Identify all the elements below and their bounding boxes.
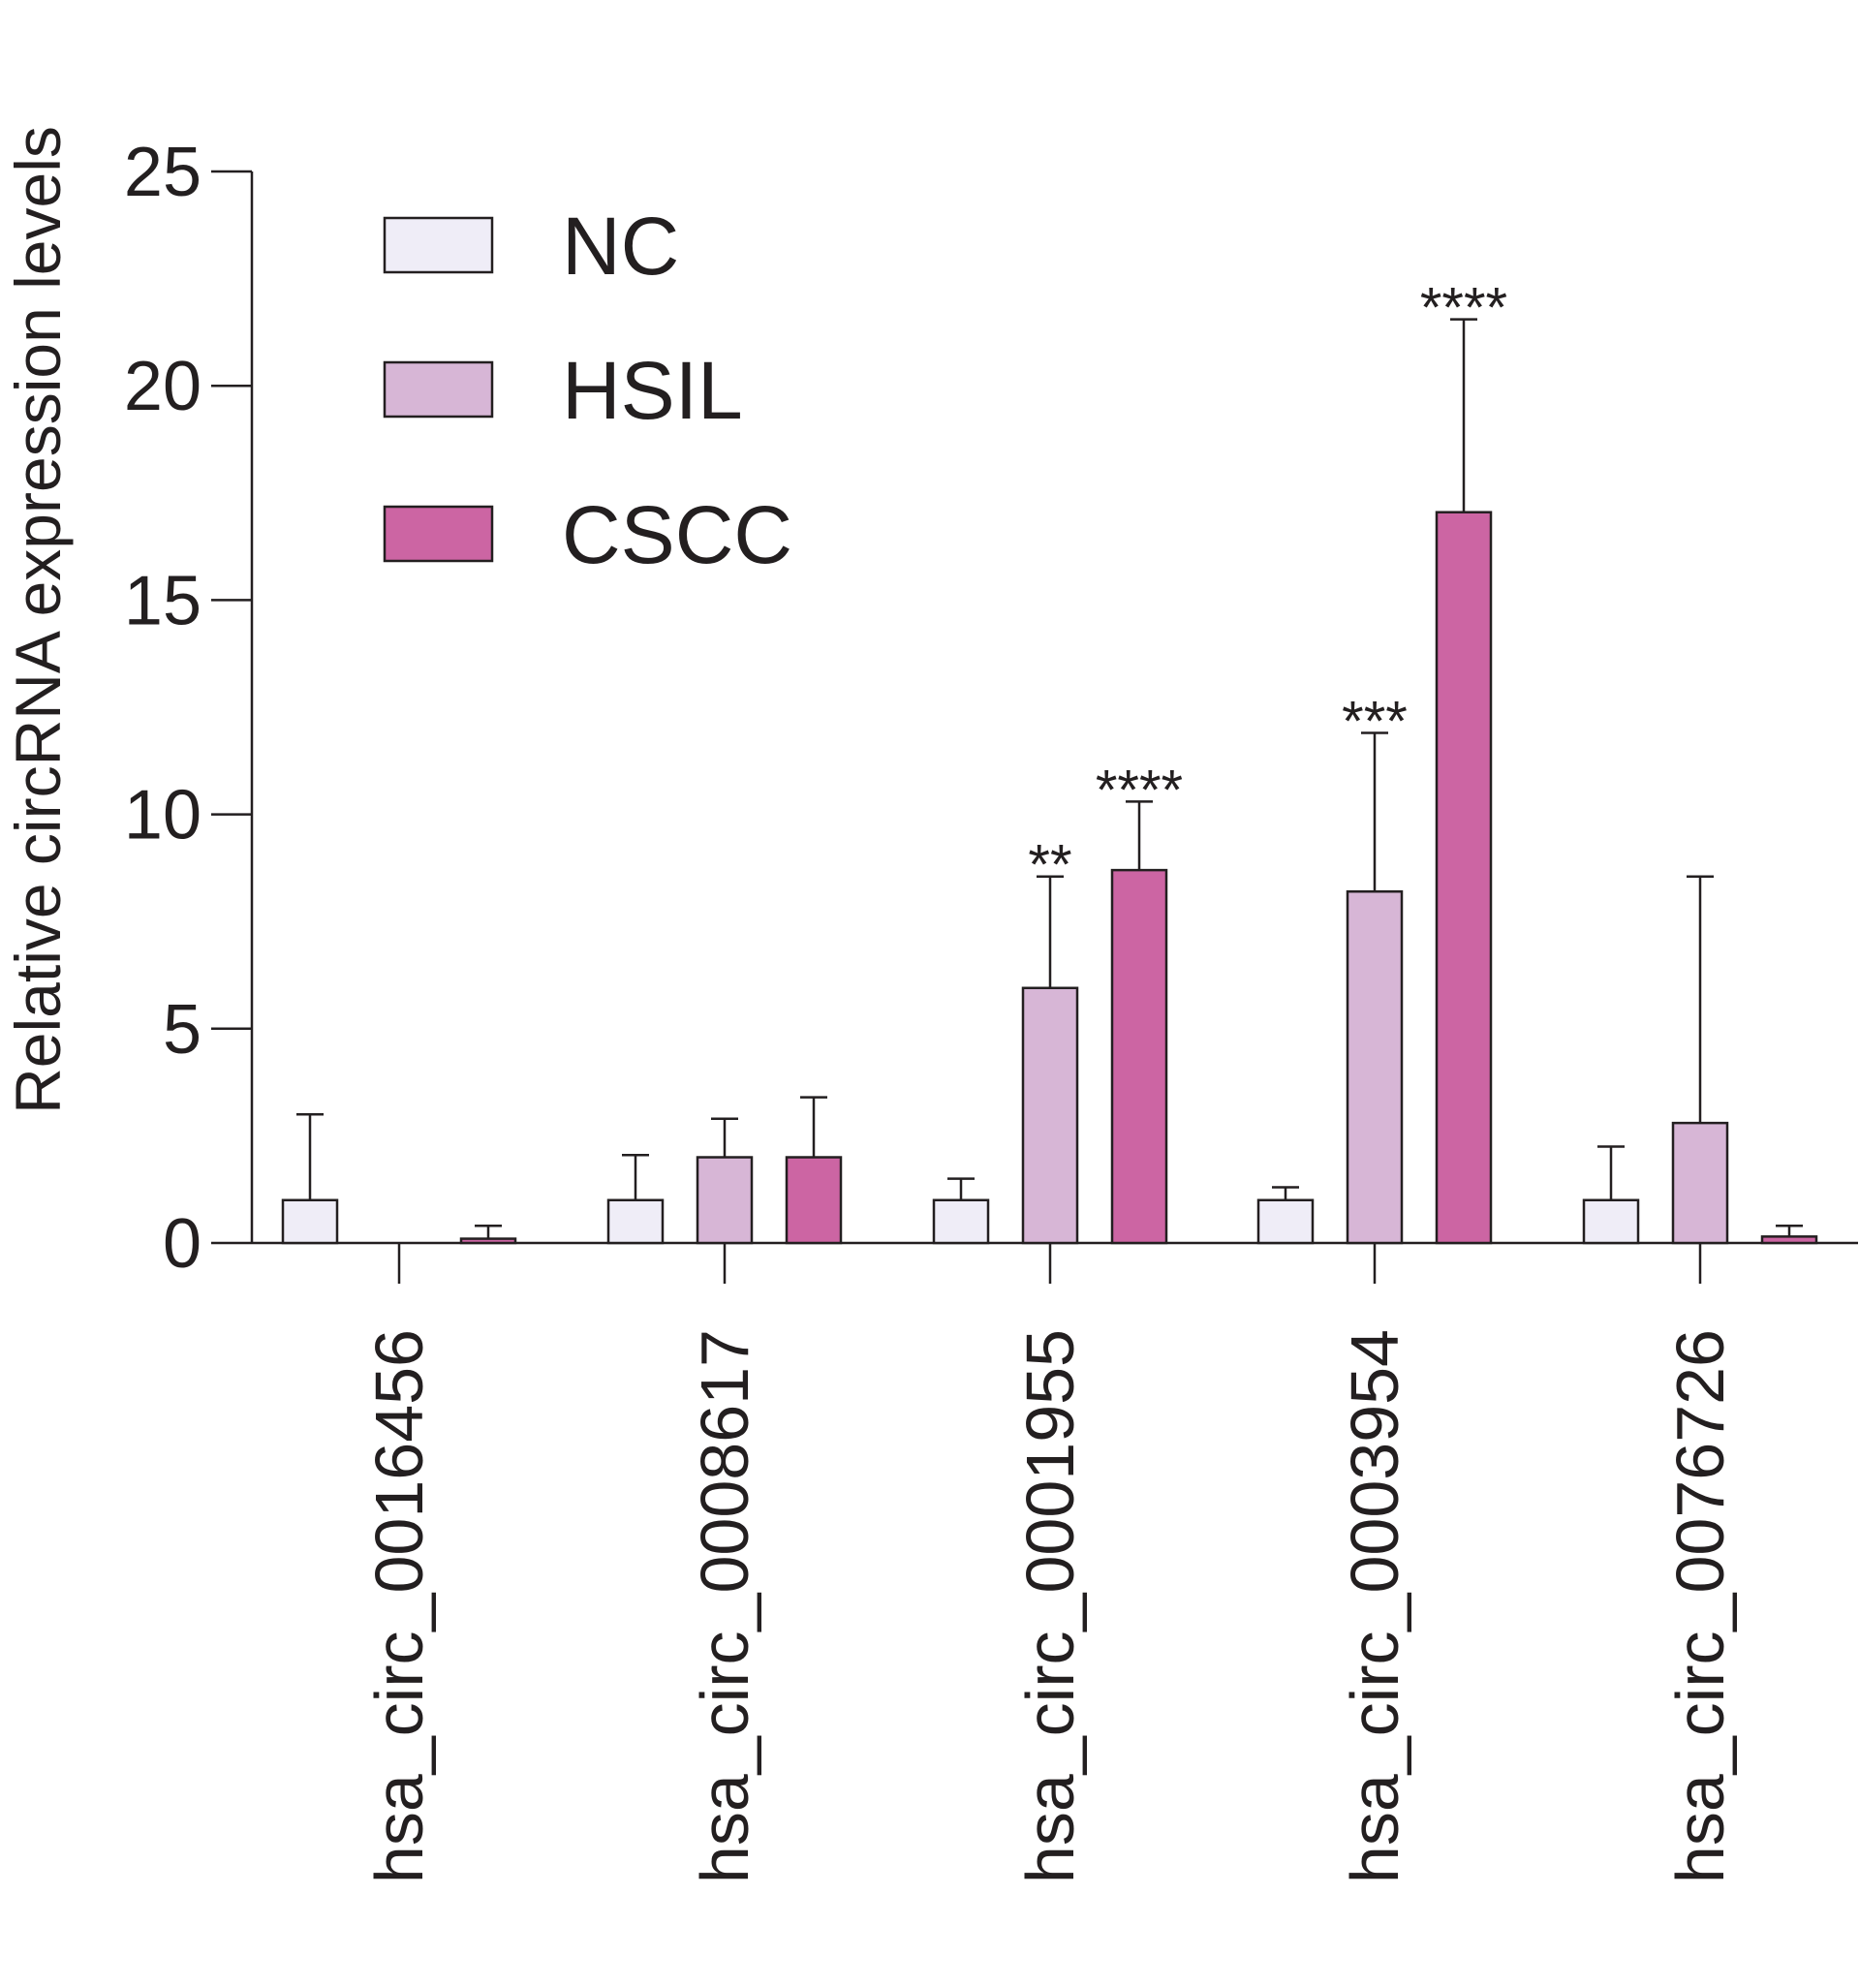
significance-label: **** — [1420, 277, 1507, 340]
x-tick-label: hsa_circ_0016456 — [361, 1329, 437, 1883]
x-tick-label: hsa_circ_0076726 — [1662, 1329, 1738, 1883]
labels: 0 5 10 15 20 25 Relative circRNA expression le… — [2, 126, 1738, 1883]
bar-cscc — [1110, 868, 1168, 1245]
bar-cscc — [1435, 511, 1493, 1245]
legend-label-nc: NC — [562, 201, 679, 292]
bar-nc — [1582, 1198, 1640, 1245]
bar-nc — [1256, 1198, 1315, 1245]
legend-label-hsil: HSIL — [562, 345, 743, 436]
y-tick-label: 0 — [163, 1205, 201, 1283]
bar-cscc — [459, 1237, 517, 1245]
legend-swatch-hsil — [383, 360, 494, 419]
y-tick-label: 25 — [124, 134, 201, 211]
x-tick-label: hsa_circ_0008617 — [687, 1329, 762, 1883]
bar-nc — [281, 1198, 339, 1245]
y-tick-label: 5 — [163, 991, 201, 1069]
bar-nc — [606, 1198, 665, 1245]
bar-hsil — [1021, 986, 1079, 1245]
significance-label: *** — [1342, 691, 1408, 754]
legend-label-cscc: CSCC — [562, 489, 792, 580]
bar-cscc — [1760, 1235, 1818, 1245]
bar-hsil — [696, 1156, 754, 1245]
bars — [281, 318, 1818, 1245]
bar-hsil — [1671, 1121, 1729, 1245]
bar-hsil — [1346, 889, 1404, 1245]
significance-label: ** — [1028, 834, 1071, 897]
legend-swatch-cscc — [383, 505, 494, 563]
y-axis-title: Relative circRNA expression levels — [2, 126, 74, 1114]
bar-cscc — [785, 1156, 843, 1245]
x-tick-label: hsa_circ_0003954 — [1337, 1329, 1412, 1883]
legend-swatch-nc — [383, 216, 494, 274]
y-tick-label: 10 — [124, 777, 201, 854]
significance-label: **** — [1096, 759, 1183, 822]
x-tick-label: hsa_circ_0001955 — [1012, 1329, 1088, 1883]
y-tick-label: 20 — [124, 348, 201, 425]
bar-nc — [932, 1198, 990, 1245]
legend: NC HSIL CSCC — [383, 201, 792, 580]
y-tick-label: 15 — [124, 562, 201, 639]
